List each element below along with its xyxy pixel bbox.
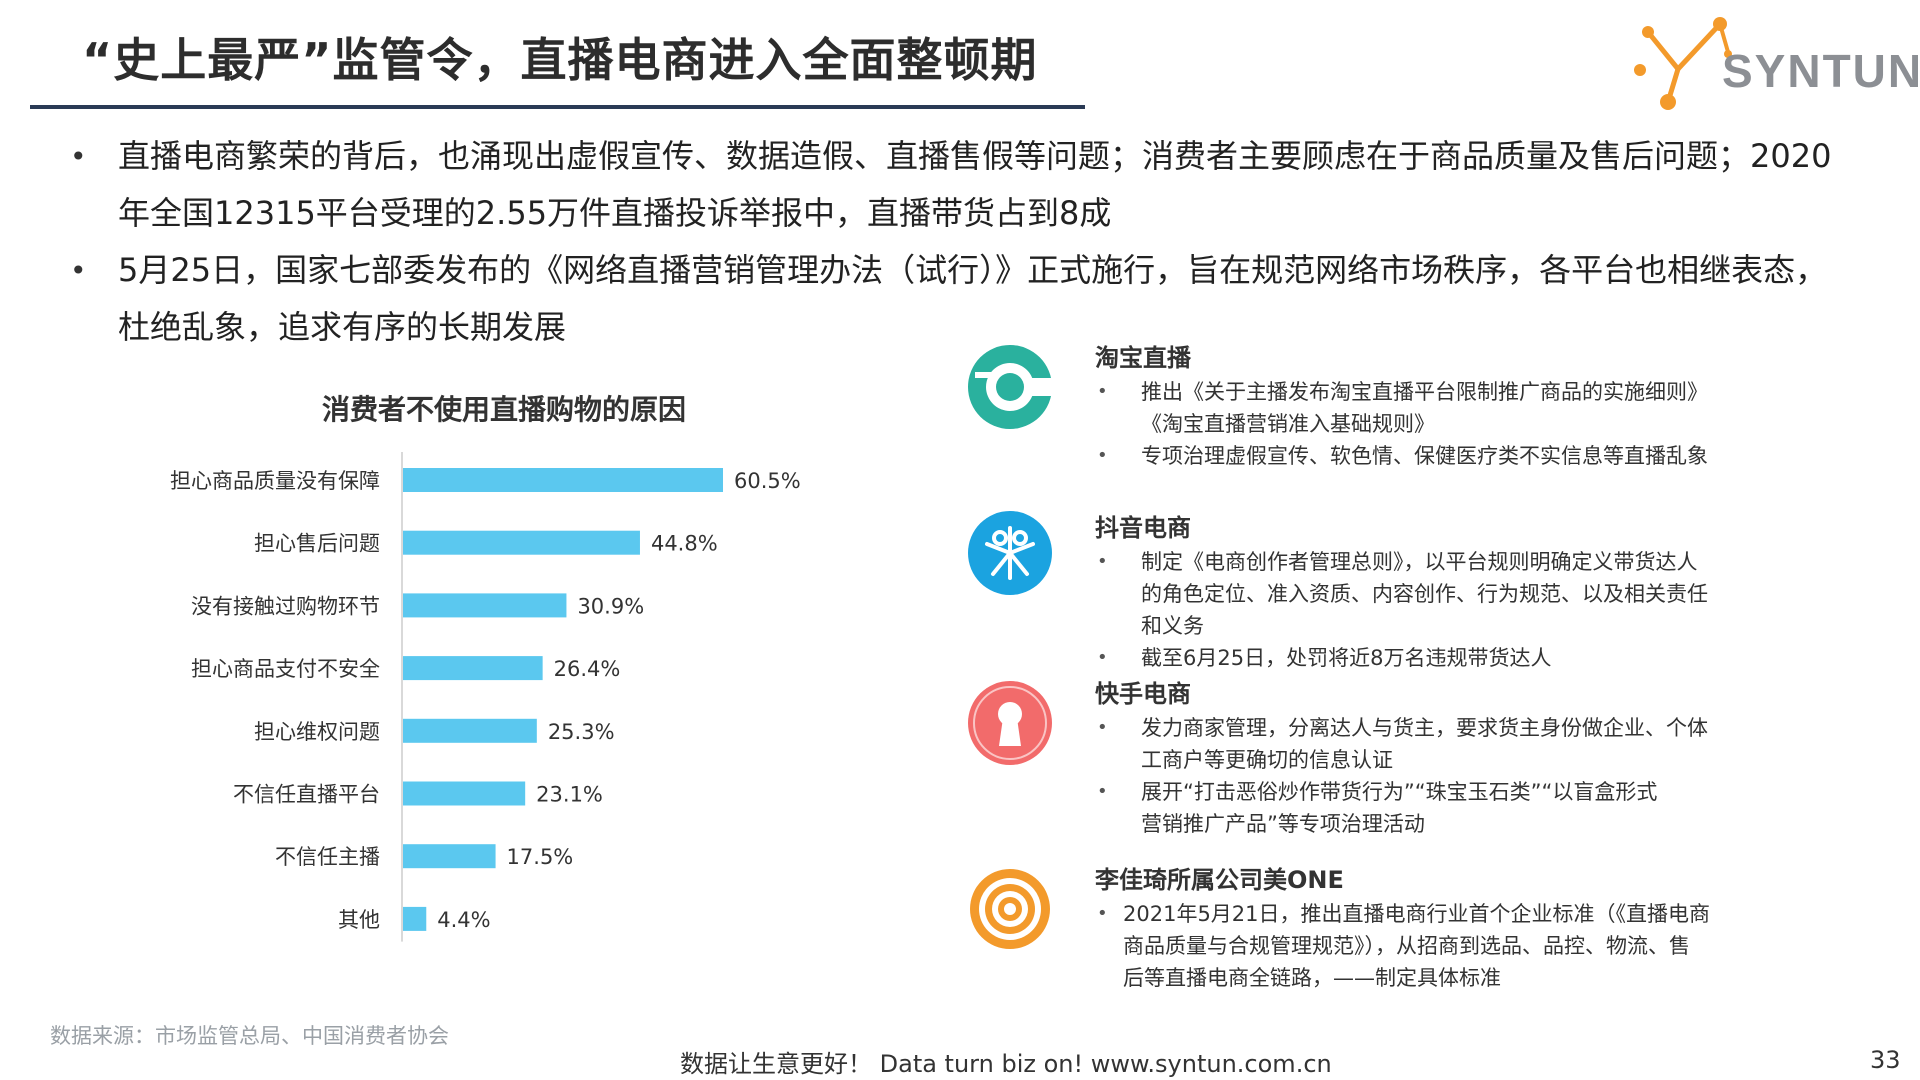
category-label: 担心商品支付不安全 [191,657,380,681]
data-source-note: 数据来源：市场监管总局、中国消费者协会 [50,1024,449,1048]
value-label: 60.5% [734,469,801,493]
footer-slogan: 数据让生意更好！ Data turn biz on! www.syntun.co… [680,1050,1332,1078]
platform-detail: 2021年5月21日，推出直播电商行业首个企业标准（《直播电商 商品质量与合规管… [1095,898,1755,994]
taobao-live-icon [968,345,1055,429]
chart-title: 消费者不使用直播购物的原因 [322,393,687,426]
platform-detail: 展开“打击恶俗炒作带货行为”“珠宝玉石类”“以盲盒形式 营销推广产品”等专项治理… [1095,776,1755,840]
meione-target-icon [970,869,1050,949]
value-label: 23.1% [536,783,603,807]
category-label: 不信任主播 [275,845,380,869]
platform-detail: 截至6月25日，处罚将近8万名违规带货达人 [1095,642,1755,674]
bar [403,530,640,555]
platform-name: 淘宝直播 [1095,344,1191,372]
value-label: 4.4% [437,908,490,932]
category-label: 其他 [338,908,380,932]
bar [403,906,427,931]
platform-kuaishou: 快手电商 发力商家管理，分离达人与货主，要求货主身份做企业、个体 工商户等更确切… [965,676,1765,846]
platform-detail: 发力商家管理，分离达人与货主，要求货主身份做企业、个体 工商户等更确切的信息认证 [1095,712,1755,776]
platform-detail: 推出《关于主播发布淘宝直播平台限制推广商品的实施细则》 《淘宝直播营销准入基础规… [1095,376,1755,440]
bar [403,593,567,618]
category-label: 担心售后问题 [254,532,380,556]
category-label: 不信任直播平台 [233,783,380,807]
page-title: “史上最严”监管令，直播电商进入全面整顿期 [82,33,1038,87]
intro-bullets: 直播电商繁荣的背后，也涌现出虚假宣传、数据造假、直播售假等问题；消费者主要顾虑在… [70,128,1850,356]
platform-meione: 李佳琦所属公司美ONE 2021年5月21日，推出直播电商行业首个企业标准（《直… [965,862,1765,1002]
page-number: 33 [1870,1046,1901,1074]
platform-douyin: 抖音电商 制定《电商创作者管理总则》，以平台规则明确定义带货达人 的角色定位、准… [965,510,1765,674]
bar [403,844,496,869]
value-label: 44.8% [651,532,718,556]
douyin-ecommerce-icon [968,511,1052,595]
category-label: 担心商品质量没有保障 [170,469,380,493]
value-label: 26.4% [554,657,621,681]
platform-name: 抖音电商 [1095,514,1191,542]
title-divider [30,105,1085,109]
value-label: 25.3% [548,720,615,744]
logo-text: SYNTUN [1722,45,1920,97]
value-label: 30.9% [577,594,644,618]
category-label: 担心维权问题 [254,720,380,744]
bar [403,468,723,492]
value-label: 17.5% [507,845,574,869]
platform-name: 快手电商 [1095,680,1191,708]
platform-taobao: 淘宝直播 推出《关于主播发布淘宝直播平台限制推广商品的实施细则》 《淘宝直播营销… [965,340,1765,472]
bar [403,781,526,806]
reasons-bar-chart: 担心商品质量没有保障 60.5% 担心售后问题 44.8% 没有接触过购物环节 30.9%… [170,452,801,942]
bar [403,718,537,743]
bullet-item: 5月25日，国家七部委发布的《网络直播营销管理办法（试行）》正式施行，旨在规范网… [70,242,1850,356]
bar [403,656,543,681]
bullet-item: 直播电商繁荣的背后，也涌现出虚假宣传、数据造假、直播售假等问题；消费者主要顾虑在… [70,128,1850,242]
platform-detail: 制定《电商创作者管理总则》，以平台规则明确定义带货达人 的角色定位、准入资质、内… [1095,546,1755,642]
platform-name: 李佳琦所属公司美ONE [1095,866,1344,894]
platform-detail: 专项治理虚假宣传、软色情、保健医疗类不实信息等直播乱象 [1095,440,1755,472]
syntun-logo-icon [1634,17,1732,110]
kuaishou-ecommerce-icon [968,681,1052,765]
category-label: 没有接触过购物环节 [191,594,380,618]
